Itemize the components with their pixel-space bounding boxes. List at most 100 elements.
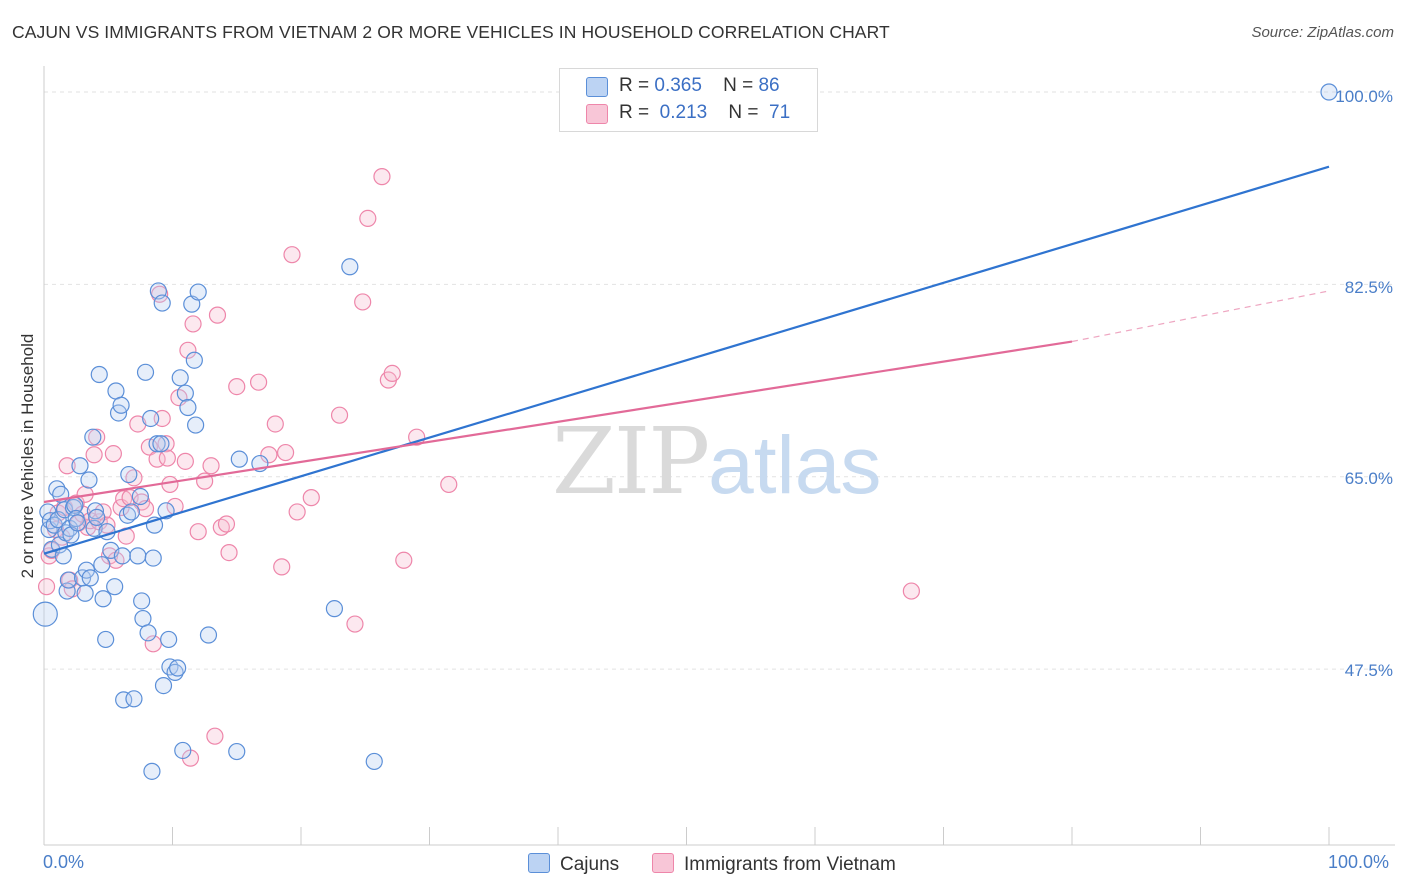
legend-text-vietnam: R = 0.213 N = 71 [619,102,791,123]
vietnam-point-58 [273,558,291,576]
vietnam-point-56 [260,446,278,464]
chart-title: CAJUN VS IMMIGRANTS FROM VIETNAM 2 OR MO… [12,22,890,42]
trend-lines [43,165,1330,555]
cajuns-point-77 [230,450,248,468]
cajuns-point-73 [187,416,205,434]
cajuns-point-24 [77,561,96,579]
cajuns-point-82 [1320,83,1338,101]
cajuns-point-14 [59,571,78,589]
bottom-legend-swatch-vietnam [652,853,674,873]
cajuns-point-27 [84,428,102,446]
vietnam-point-45 [184,315,202,333]
vietnam-point-61 [288,503,306,521]
gridlines [44,91,1395,670]
cajuns-point-76 [228,742,246,761]
vietnam-point-22 [104,445,122,463]
cajuns-point-72 [185,351,203,369]
cajuns-point-34 [97,630,115,649]
axes [43,66,1395,846]
cajuns-point-79 [325,600,344,618]
vietnam-point-53 [220,543,238,562]
cajuns-point-68 [174,741,192,760]
cajuns-point-75 [199,626,218,644]
cajuns-point-46 [125,690,143,708]
cajuns-point-32 [93,556,111,574]
vietnam-point-72 [440,475,458,494]
legend-swatch-vietnam [586,104,608,124]
vietnam-point-42 [176,452,194,470]
cajuns-point-7 [49,511,67,529]
cajuns-point-44 [120,465,138,484]
vietnam-point-28 [125,469,143,487]
vietnam-point-64 [346,615,364,633]
y-axis-label: 2 or more Vehicles in Household [18,333,37,579]
vietnam-point-49 [206,727,224,745]
watermark-atlas: atlas [708,420,882,511]
cajuns-point-40 [112,396,130,414]
vietnam-point-67 [373,168,391,186]
cajuns-point-66 [169,659,187,677]
vietnam-point-59 [276,443,295,462]
bottom-legend-vietnam: Immigrants from Vietnam [652,853,896,876]
vietnam-point-57 [266,415,284,433]
cajuns-point-81 [365,752,383,771]
cajuns-point-69 [176,384,194,402]
cajuns-point-21 [71,457,89,475]
cajuns-point-60 [153,294,171,312]
cajuns-point-49 [133,592,151,610]
vietnam-point-62 [302,489,320,507]
vietnam-point-70 [395,551,413,569]
vietnam-point-39 [161,475,179,494]
stats-legend: R = 0.365 N = 86 R = 0.213 N = 71 [559,68,818,132]
watermark: ZIPatlas [552,408,881,515]
cajuns-point-52 [139,624,157,642]
watermark-zip: ZIP [552,408,710,515]
bottom-legend-swatch-cajuns [528,853,550,873]
cajuns-point-28 [85,519,103,538]
cajuns-point-30 [88,508,106,527]
cajuns-point-80 [341,258,359,276]
cajuns-point-25 [80,471,98,489]
cajuns-point-70 [179,398,197,417]
cajuns-point-31 [90,365,108,384]
bottom-legend-label-vietnam: Immigrants from Vietnam [684,854,896,875]
cajuns-point-29 [86,502,105,520]
cajuns-point-47 [129,547,147,565]
bottom-legend-cajuns: Cajuns [528,853,619,876]
vietnam-point-63 [330,406,349,424]
vietnam-point-25 [115,490,133,508]
cajuns-point-54 [143,762,161,780]
vietnam-point-33 [144,635,162,653]
y-tick-label-82-5: 82.5% [1344,278,1393,297]
vietnam-point-65 [354,293,372,311]
vietnam-point-73 [902,582,920,600]
vietnam-point-60 [283,246,301,264]
cajuns-point-23 [76,584,94,602]
cajuns-point-53 [142,409,160,428]
vietnam-point-0 [37,578,56,596]
source-credit: Source: ZipAtlas.com [1251,24,1394,41]
vietnam-point-29 [129,415,147,433]
series-cajuns-points [32,83,1338,780]
vietnam-point-7 [58,457,76,475]
cajuns-point-38 [107,382,125,400]
cajuns-point-33 [94,590,112,608]
cajuns-point-26 [81,569,99,587]
cajuns-point-20 [68,514,87,532]
trend-line-vietnam-extension [1071,290,1330,343]
cajuns-point-48 [131,487,149,506]
legend-swatch-cajuns [586,77,608,97]
series-vietnam-points [37,168,920,767]
vietnam-point-38 [158,449,176,467]
x-tick-label-min: 0.0% [43,852,85,872]
vietnam-point-54 [228,377,246,396]
cajuns-point-67 [171,369,189,387]
cajuns-point-63 [160,630,178,649]
x-tick-label-max: 100.0% [1328,852,1390,872]
vietnam-point-55 [249,373,268,391]
cajuns-point-41 [113,547,131,565]
cajuns-point-59 [152,435,170,453]
vietnam-point-50 [208,306,227,324]
cajuns-point-57 [148,435,166,453]
cajuns-point-51 [136,363,155,381]
